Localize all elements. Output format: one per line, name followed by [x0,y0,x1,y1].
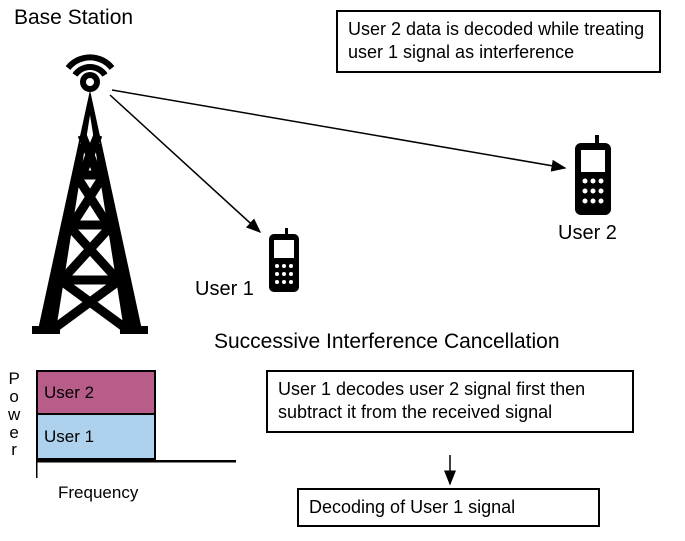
arrow-bs-to-user2 [112,90,565,168]
arrow-bs-to-user1 [110,95,260,232]
phone-user2-icon [575,135,611,215]
phone-user1-icon [269,228,299,292]
diagram-canvas [0,0,685,541]
base-station-icon [32,57,148,334]
